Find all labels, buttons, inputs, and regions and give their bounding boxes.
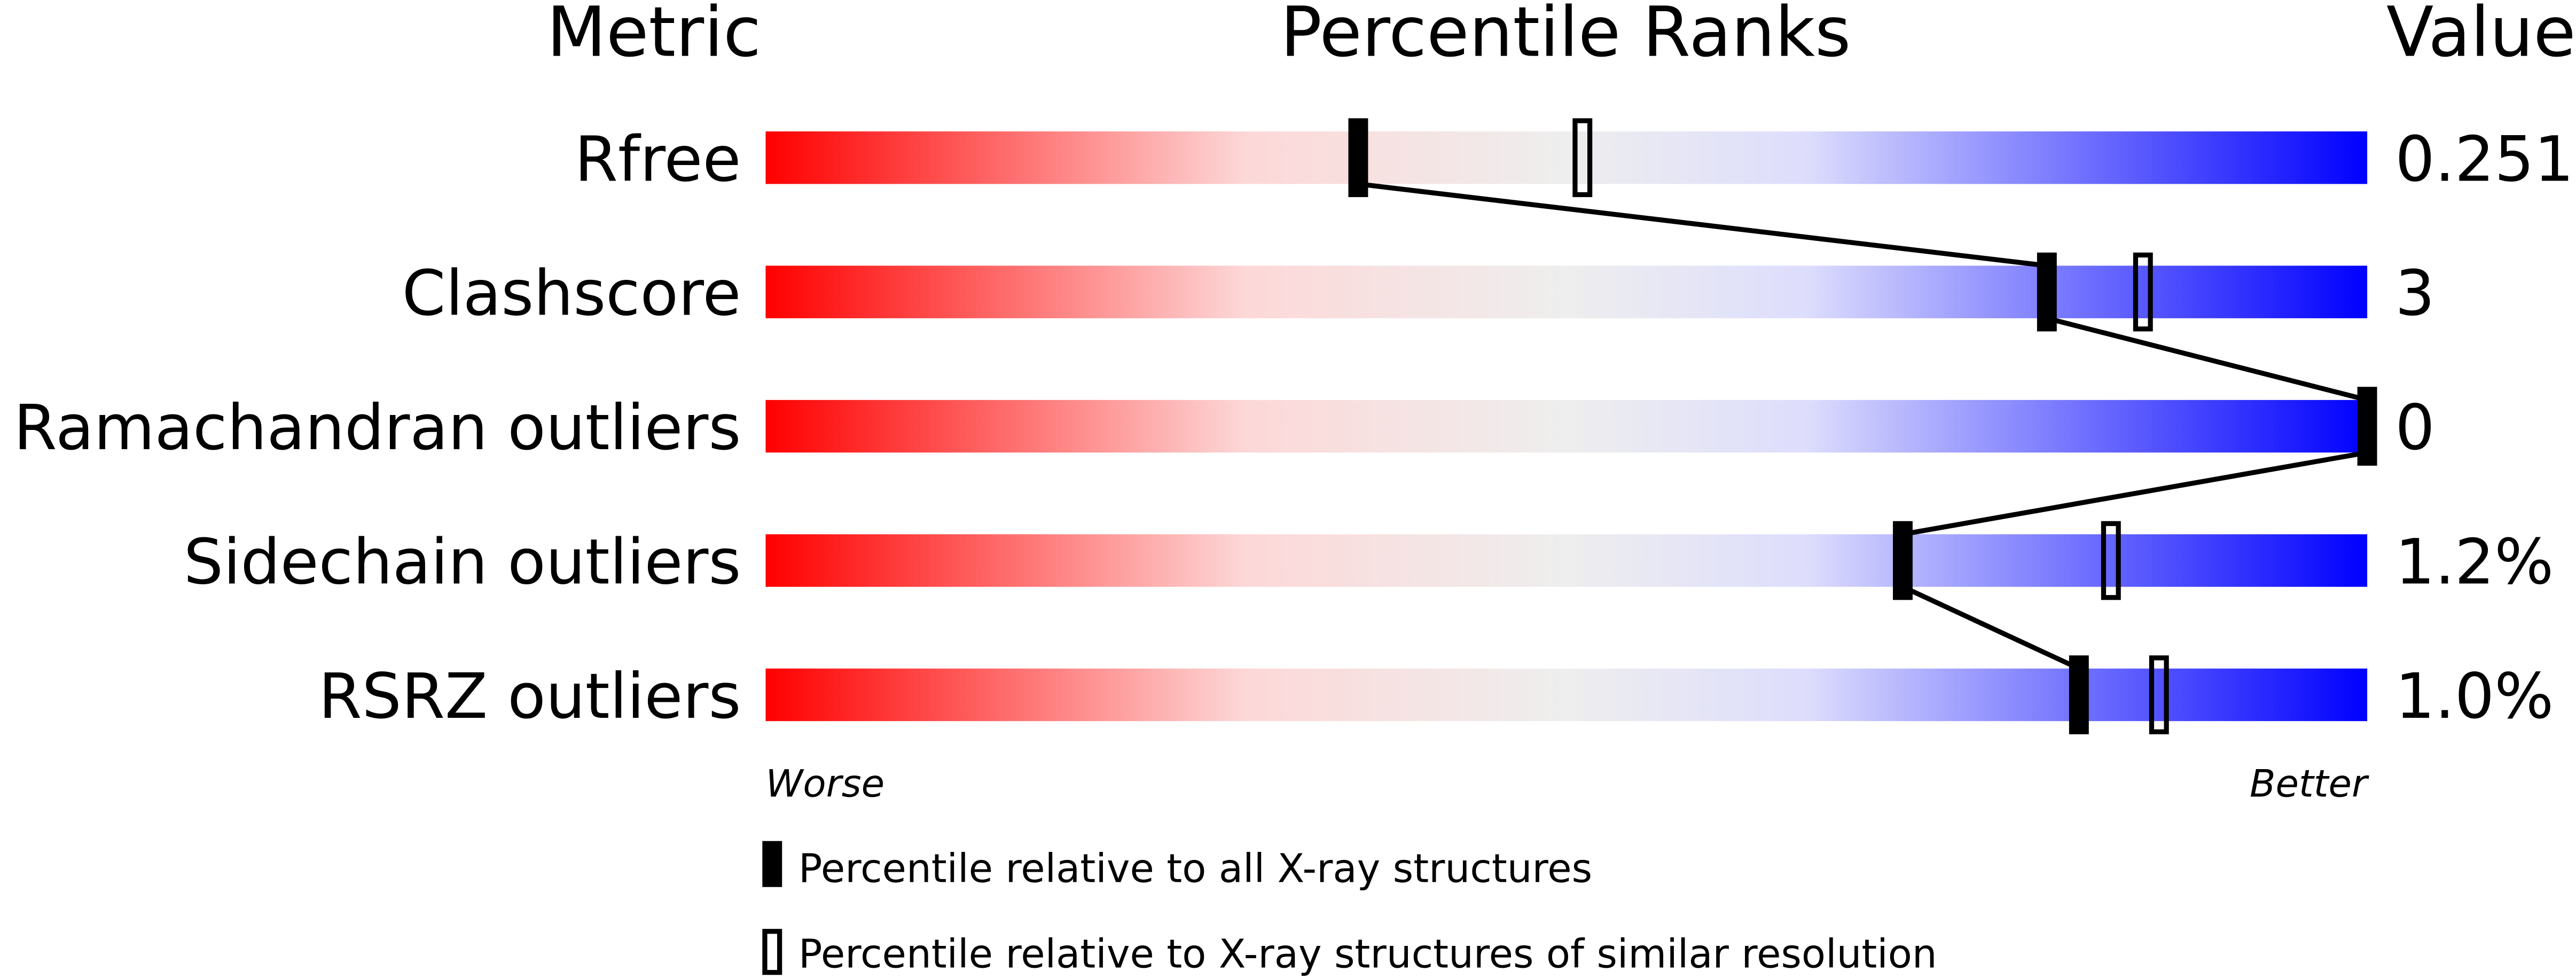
marker-similar-resolution <box>2149 655 2169 734</box>
connector-line <box>1358 181 2047 269</box>
connector-line <box>1901 584 2080 671</box>
legend-label-all: Percentile relative to all X-ray structu… <box>798 846 1592 892</box>
metric-label: Sidechain outliers <box>184 526 741 599</box>
metric-label: Rfree <box>575 123 741 195</box>
metric-value: 3 <box>2395 257 2434 330</box>
axis-label-worse: Worse <box>765 762 884 806</box>
header-metric: Metric <box>547 0 762 73</box>
percentile-bar <box>765 131 2368 184</box>
legend-label-similar: Percentile relative to X-ray structures … <box>798 931 1937 977</box>
metric-value: 1.0% <box>2395 660 2554 733</box>
metric-label: Clashscore <box>402 257 741 330</box>
marker-similar-resolution <box>2133 252 2153 332</box>
header-value: Value <box>2386 0 2576 73</box>
percentile-bar <box>765 534 2368 587</box>
metric-value: 1.2% <box>2395 526 2554 599</box>
axis-label-better: Better <box>2250 762 2369 806</box>
metric-value: 0 <box>2395 391 2434 464</box>
marker-similar-resolution <box>1572 118 1593 198</box>
metric-label: Ramachandran outliers <box>13 391 741 464</box>
connector-line <box>1902 450 2368 537</box>
percentile-bar <box>765 265 2368 318</box>
marker-similar-resolution <box>2101 521 2121 600</box>
header-percentile-ranks: Percentile Ranks <box>1280 0 1851 73</box>
percentile-bar <box>765 400 2368 453</box>
legend-filled-marker-icon <box>762 841 782 887</box>
connector-line <box>2046 316 2368 403</box>
percentile-bar <box>765 668 2368 722</box>
legend-open-marker-icon <box>762 929 782 975</box>
metric-value: 0.251 <box>2395 123 2574 195</box>
metric-label: RSRZ outliers <box>318 660 741 733</box>
